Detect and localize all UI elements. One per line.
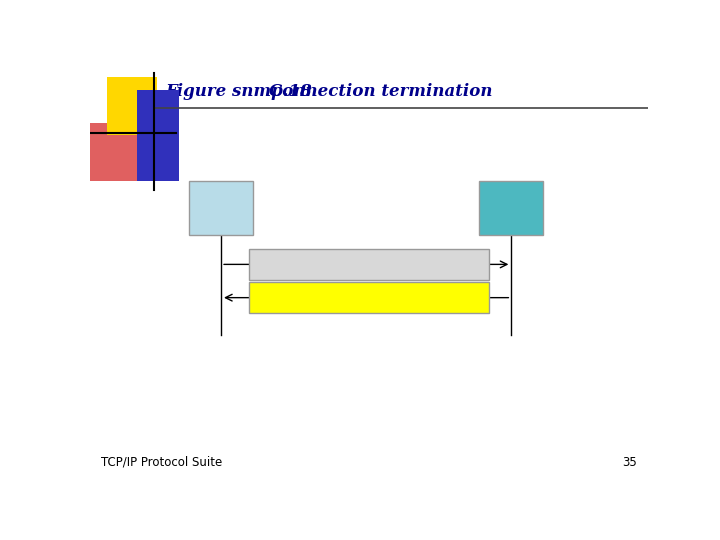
Bar: [480, 181, 544, 235]
Text: Figure snmp.18: Figure snmp.18: [166, 83, 312, 100]
Text: MTA
client: MTA client: [204, 194, 238, 222]
Text: Connection termination: Connection termination: [269, 83, 492, 100]
Bar: [189, 181, 253, 235]
Bar: [90, 123, 140, 181]
Bar: [138, 90, 179, 181]
Bar: [107, 77, 157, 136]
Text: 35: 35: [622, 456, 637, 469]
Bar: [249, 282, 489, 313]
Text: 221 service closed: 221 service closed: [310, 291, 428, 304]
Text: TCP/IP Protocol Suite: TCP/IP Protocol Suite: [101, 456, 222, 469]
Text: MTA
server: MTA server: [492, 194, 531, 222]
Bar: [249, 249, 489, 280]
Text: QUIT: QUIT: [354, 258, 384, 271]
